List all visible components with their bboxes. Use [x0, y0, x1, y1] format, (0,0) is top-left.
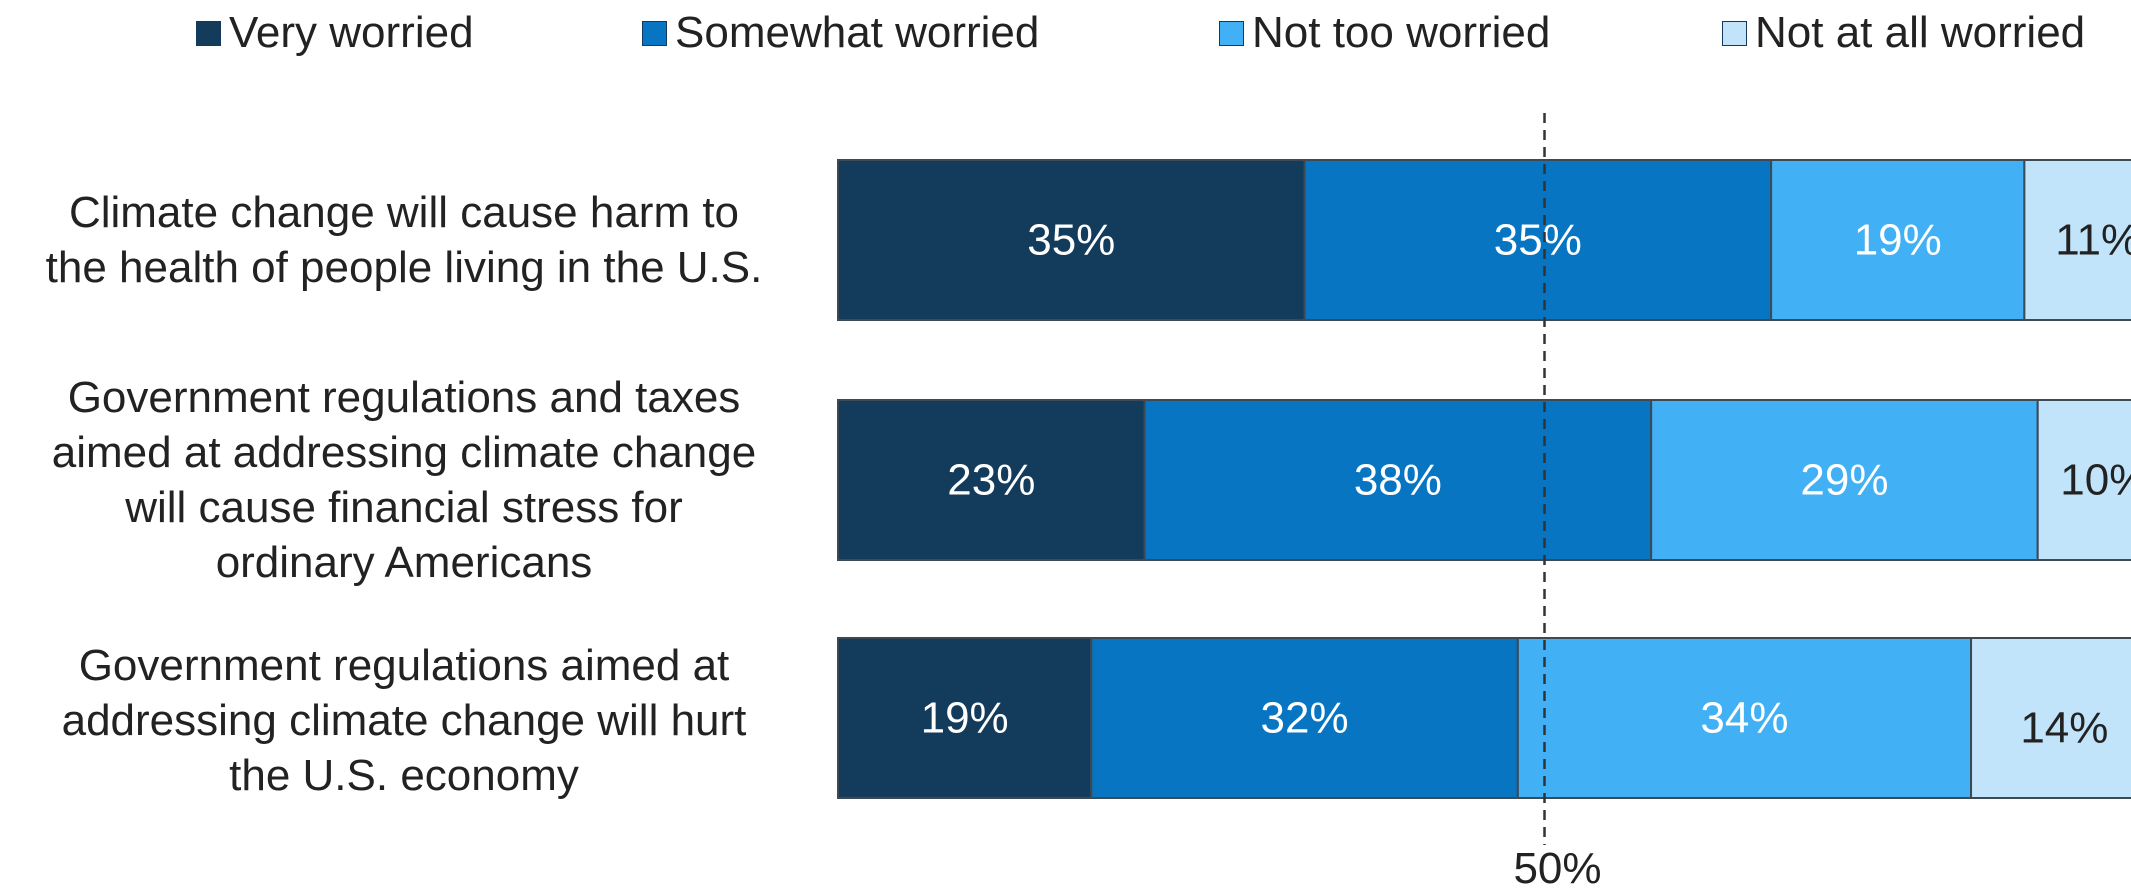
bar-segment — [1516, 637, 1973, 799]
data-label: 35% — [1027, 216, 1115, 265]
category-label-line: Government regulations aimed at — [78, 640, 730, 690]
bar-segment — [1143, 399, 1653, 561]
bar-segment — [1303, 159, 1773, 321]
bar-segment — [1770, 159, 2026, 321]
bar-segment — [837, 637, 1093, 799]
legend-item: Not at all worried — [1722, 8, 2085, 58]
data-label: 14% — [2020, 704, 2108, 753]
legend-label: Somewhat worried — [675, 8, 1040, 57]
legend-label: Not at all worried — [1755, 8, 2086, 57]
data-label: 29% — [1800, 456, 1888, 505]
legend-swatch — [642, 20, 667, 46]
bar-segment — [1970, 637, 2131, 799]
bar-segment — [2023, 159, 2131, 321]
legend-swatch — [1219, 20, 1244, 46]
legend-swatch — [1722, 20, 1747, 46]
legend-item: Very worried — [196, 8, 474, 58]
data-label: 11% — [2055, 216, 2131, 265]
data-label: 10% — [2060, 456, 2131, 505]
chart-legend: Very worried Somewhat worried Not too worr… — [0, 0, 2131, 70]
reference-line-label: 50% — [1513, 844, 1601, 888]
data-label: 19% — [1854, 216, 1942, 265]
data-label: 23% — [947, 456, 1035, 505]
legend-label: Very worried — [229, 8, 474, 57]
data-label: 35% — [1494, 216, 1582, 265]
category-label-line: Government regulations and taxes — [67, 373, 741, 422]
legend-swatch — [196, 20, 221, 46]
category-label: Government regulations aimed at addressin… — [0, 638, 808, 803]
data-label: 38% — [1354, 456, 1442, 505]
legend-item: Not too worried — [1219, 8, 1550, 58]
bar-segment — [2036, 399, 2131, 561]
category-label: Government regulations and taxes aimed at… — [0, 370, 808, 590]
category-label-line: the U.S. economy — [229, 750, 579, 800]
data-label: 19% — [921, 694, 1009, 743]
bar-segment — [1090, 637, 1519, 799]
category-label-line: addressing climate change will hurt — [61, 695, 747, 745]
bar-segment — [1650, 399, 2039, 561]
legend-label: Not too worried — [1252, 8, 1551, 57]
data-label: 32% — [1261, 694, 1349, 743]
category-label-line: the health of people living in the U.S. — [45, 243, 763, 292]
bar-segment — [837, 159, 1306, 321]
legend-item: Somewhat worried — [642, 8, 1039, 58]
category-label-line: Climate change will cause harm to — [68, 188, 740, 237]
data-label: 34% — [1700, 694, 1788, 743]
category-label: Climate change will cause harm to the hea… — [0, 185, 808, 295]
category-label-line: will cause financial stress for — [125, 483, 683, 532]
category-label-line: aimed at addressing climate change — [51, 428, 757, 477]
category-label-line: ordinary Americans — [215, 538, 593, 587]
